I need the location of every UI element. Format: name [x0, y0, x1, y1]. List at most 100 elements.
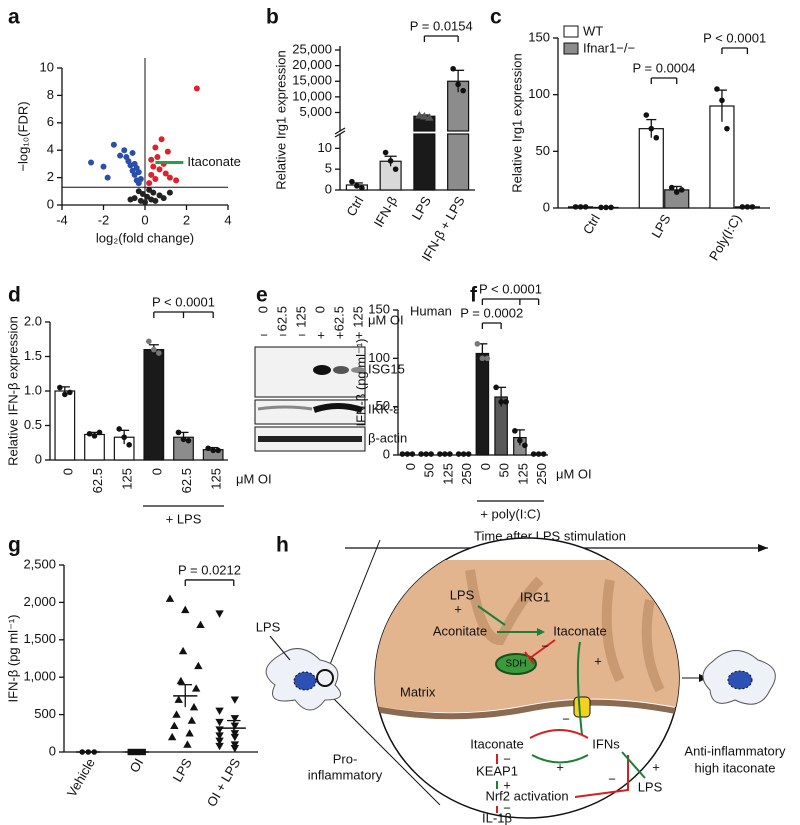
point	[156, 350, 162, 356]
panel-label: g	[8, 534, 21, 557]
membrane	[375, 699, 679, 720]
x-tick-label: 125	[120, 468, 135, 490]
p-value: P = 0.0154	[410, 18, 473, 33]
point	[455, 451, 462, 457]
group-label: + LPS	[166, 511, 202, 526]
zoom-line	[324, 539, 381, 678]
point	[423, 451, 429, 457]
y-tick-label: 50	[376, 398, 390, 413]
point	[382, 149, 389, 156]
point	[215, 447, 221, 454]
p-value: P = 0.0212	[178, 562, 241, 577]
unit-label: μM OI	[556, 466, 592, 481]
x-tick-label: -2	[98, 212, 110, 227]
point	[165, 594, 175, 602]
inhibit	[574, 755, 629, 798]
x-tick-label: Poly(I:C)	[706, 212, 744, 263]
blot-unit: μM OI	[368, 312, 404, 327]
point	[100, 163, 107, 170]
point	[215, 610, 224, 618]
sign: +	[503, 777, 511, 792]
sign: −	[608, 771, 616, 786]
point	[643, 112, 650, 118]
y-tick-label: 0	[49, 743, 56, 758]
y-tick-label: 50	[536, 143, 550, 158]
x-tick-label: 0	[141, 212, 148, 227]
y-tick-label: 2	[47, 169, 54, 184]
point	[183, 740, 192, 748]
point	[196, 620, 205, 629]
blot-row-label: ISG15	[368, 361, 405, 376]
point	[173, 177, 180, 184]
blot-row	[254, 346, 366, 398]
point	[215, 707, 224, 716]
y-tick-label: 150	[528, 29, 550, 44]
point	[598, 204, 604, 211]
point	[230, 733, 240, 742]
point	[582, 204, 589, 210]
point	[166, 189, 173, 196]
arrow	[621, 751, 646, 779]
y-tick-label: 100	[528, 86, 550, 101]
lane-sign: −	[260, 327, 268, 342]
p-value: P = 0.0002	[460, 305, 523, 320]
x-tick-label: 125	[440, 463, 455, 485]
lane-label: 125	[350, 306, 365, 328]
y-tick-label: 2,500	[23, 556, 56, 571]
legend-label: WT	[583, 23, 603, 38]
arrow-head	[758, 544, 768, 552]
point	[178, 646, 188, 655]
point	[185, 437, 192, 444]
blot-row	[254, 399, 366, 425]
point	[121, 147, 128, 154]
sign: −	[562, 711, 570, 726]
band	[313, 403, 363, 413]
point	[191, 684, 201, 692]
y-tick-label: 0	[47, 196, 54, 211]
lane-label: 62.5	[274, 306, 289, 331]
legend-swatch	[563, 25, 579, 38]
label: Itaconate	[470, 736, 524, 751]
point	[160, 195, 167, 202]
subtitle: Human	[410, 303, 452, 318]
label: IL-1β	[482, 810, 512, 825]
point	[465, 451, 472, 457]
point	[455, 81, 461, 88]
point	[479, 355, 486, 362]
point	[154, 154, 161, 161]
point	[116, 426, 122, 432]
bar	[709, 105, 735, 209]
point	[88, 159, 95, 166]
label: high itaconate	[695, 760, 776, 775]
x-tick-label: Ctrl	[580, 212, 603, 237]
point	[152, 175, 159, 182]
point	[148, 156, 155, 163]
annotation: Itaconate	[187, 154, 241, 169]
label: LPS	[638, 779, 663, 794]
point	[175, 429, 182, 436]
point	[460, 87, 466, 94]
point	[474, 341, 481, 347]
point	[437, 451, 443, 457]
legend-swatch	[563, 42, 579, 55]
point	[167, 732, 177, 741]
point	[189, 702, 199, 711]
band	[351, 367, 365, 373]
y-tick-label: 2,000	[23, 594, 56, 609]
nucleus	[727, 670, 753, 690]
x-tick-label: LPS	[648, 211, 673, 240]
point	[110, 141, 117, 148]
point	[540, 451, 547, 457]
point	[739, 204, 746, 210]
lane-label: 0	[312, 306, 327, 313]
band	[257, 405, 313, 411]
lane-sign: −	[298, 327, 306, 342]
bar	[54, 390, 76, 461]
lane-sign: +	[355, 327, 363, 342]
point	[104, 174, 111, 181]
point	[450, 65, 456, 72]
point	[121, 434, 127, 441]
arrow	[531, 754, 589, 764]
y-tick-label: 8	[47, 87, 54, 102]
point	[484, 355, 491, 362]
